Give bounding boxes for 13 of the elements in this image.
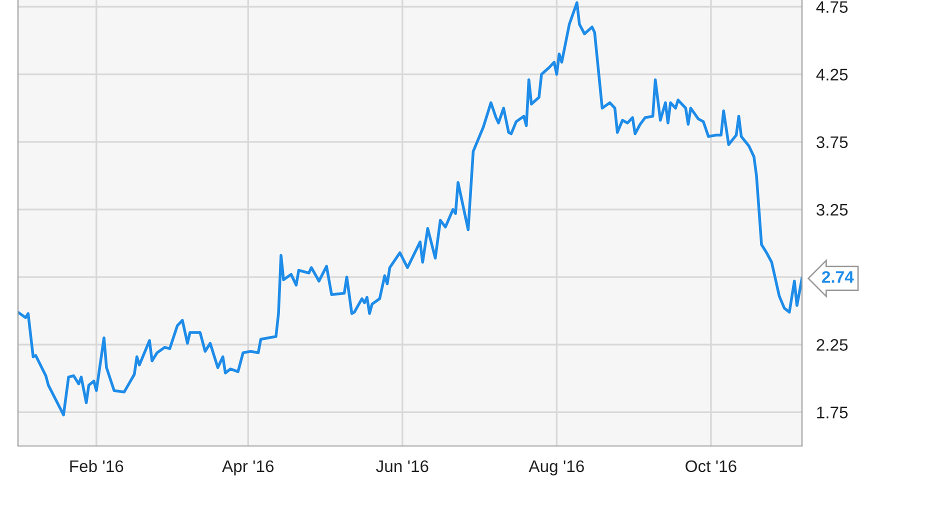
y-tick-label: 1.75 — [817, 406, 848, 418]
x-tick-label: Jun '16 — [376, 460, 428, 472]
y-tick-label: 3.75 — [816, 136, 848, 148]
y-tick-label: 3.25 — [816, 204, 848, 216]
line-series — [18, 1, 802, 416]
x-tick-label: Feb '16 — [70, 460, 124, 472]
y-tick-label: 2.25 — [816, 339, 848, 351]
x-tick-label: Aug '16 — [528, 460, 584, 476]
x-tick-label: Apr '16 — [222, 460, 274, 476]
y-tick-label: 4.25 — [816, 68, 848, 81]
annotation: 2.74 — [822, 271, 854, 283]
y-tick-label: 4.75 — [816, 1, 848, 13]
x-tick-label: Oct '16 — [686, 460, 736, 472]
